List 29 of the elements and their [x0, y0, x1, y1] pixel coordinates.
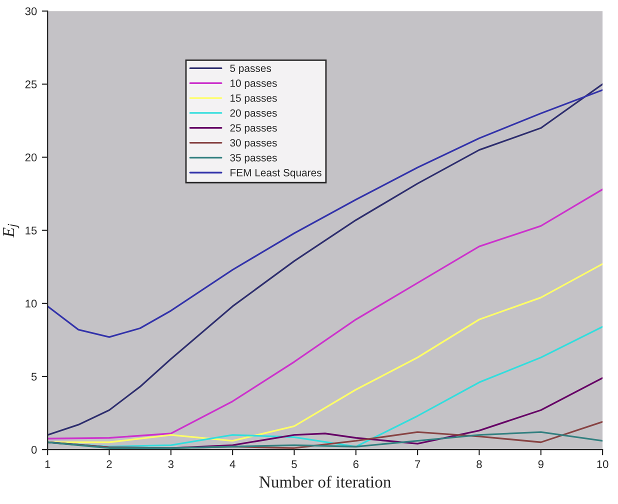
y-tick-label: 30	[25, 7, 37, 16]
line-series	[48, 188, 603, 440]
legend-label: 25 passes	[230, 124, 277, 134]
y-tick-label: 10	[26, 300, 37, 308]
x-tick-label: 9	[538, 460, 544, 468]
legend-label: 35 passes	[230, 154, 277, 164]
x-tick-label: 5	[292, 460, 297, 468]
legend-label: 20 passes	[230, 109, 277, 119]
legend-label: 15 passes	[230, 94, 277, 104]
x-tick-label: 2	[106, 460, 112, 468]
x-axis-title: Number of iteration	[259, 476, 391, 488]
x-tick-label: 6	[353, 460, 358, 468]
y-tick-label: 5	[31, 372, 37, 381]
x-tick-label: 3	[168, 460, 174, 468]
y-tick-label: 20	[25, 154, 37, 162]
x-tick-label: 7	[415, 460, 420, 468]
y-tick-label: 0	[31, 446, 37, 454]
x-tick-label: 1	[45, 460, 50, 468]
y-axis-title: E$_{j}$	[3, 224, 20, 238]
x-tick-label: 4	[230, 460, 236, 468]
y-tick-label: 15	[26, 226, 37, 234]
y-tick-label: 25	[25, 80, 37, 88]
legend-label: 30 passes	[230, 139, 277, 149]
x-tick-label: 10	[597, 460, 608, 468]
legend-label: FEM Least Squares	[230, 169, 322, 178]
legend-label: 5 passes	[230, 64, 272, 74]
line-series	[48, 89, 603, 338]
x-tick-label: 8	[476, 460, 482, 468]
legend-label: 10 passes	[230, 80, 277, 89]
